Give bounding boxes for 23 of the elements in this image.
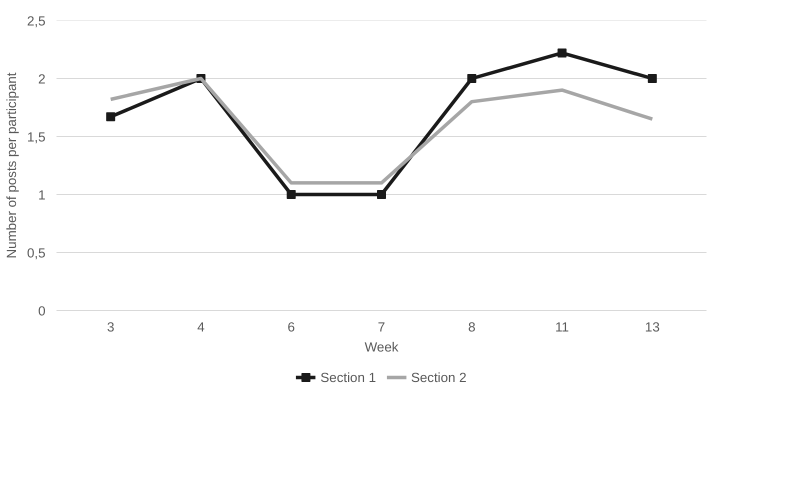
x-tick-label: 4 (197, 320, 206, 334)
point (377, 190, 386, 199)
legend-label: Section 1 (320, 370, 376, 384)
y-axis-title: Number of posts per participant (4, 72, 19, 258)
y-tick-label: 0 (38, 304, 46, 318)
x-tick-label: 13 (644, 320, 660, 334)
point (106, 112, 116, 122)
x-axis-title: Week (364, 340, 399, 354)
x-tick-label: 3 (106, 320, 114, 334)
point (467, 74, 476, 83)
x-tick-label: 8 (468, 320, 476, 334)
x-tick-label: 11 (555, 320, 569, 334)
x-tick-label: 7 (378, 320, 386, 334)
y-tick-label: 0,5 (26, 246, 46, 260)
y-tick-label: 2,5 (26, 14, 46, 28)
y-tick-label: 2 (38, 72, 46, 86)
point (286, 190, 296, 199)
y-tick-label: 1,5 (26, 130, 46, 144)
x-tick-label: 6 (288, 320, 295, 334)
point (648, 74, 657, 83)
legend-label: Section 2 (411, 370, 467, 384)
y-tick-label: 1 (38, 188, 46, 202)
point (558, 48, 567, 58)
